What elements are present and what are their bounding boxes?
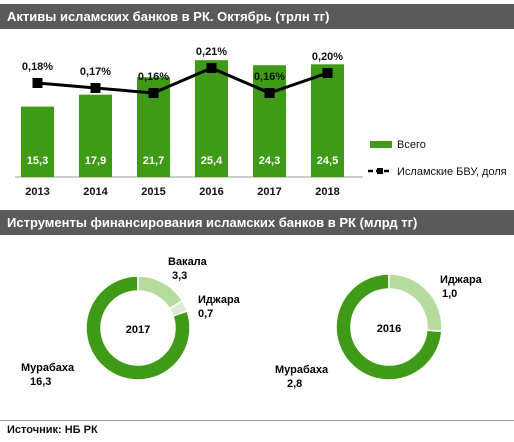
donut-2017-hole <box>102 292 174 364</box>
donut-2016-slice-2 <box>388 273 443 333</box>
share-marker-2014 <box>90 83 101 93</box>
x-tick-label-2014: 2014 <box>83 186 108 198</box>
bar-value-label-2016: 25,4 <box>201 155 223 167</box>
share-value-label-2018: 0,20% <box>312 51 343 63</box>
bar-2018 <box>311 64 344 177</box>
bar-value-label-2015: 21,7 <box>143 155 164 167</box>
x-tick-label-2015: 2015 <box>141 186 165 198</box>
x-tick-label-2016: 2016 <box>199 186 223 198</box>
share-marker-2018 <box>322 68 333 78</box>
bar-2017 <box>253 65 286 177</box>
donut-2017-label-ijara: Иджара <box>198 294 241 306</box>
donut-2017-value-ijara: 0,7 <box>198 308 213 320</box>
share-value-label-2013: 0,18% <box>22 61 53 73</box>
legend-marker-share <box>377 168 383 174</box>
x-tick-label-2018: 2018 <box>315 186 339 198</box>
donut-2016-value-murabaha: 2,8 <box>287 378 302 390</box>
chart1-title: Активы исламских банков в РК. Октябрь (т… <box>0 4 514 29</box>
legend-swatch-bars <box>370 141 392 148</box>
bar-2014 <box>79 94 112 177</box>
bar-value-label-2013: 15,3 <box>27 155 48 167</box>
footer-divider <box>0 420 514 421</box>
legend-label-share: Исламские БВУ, доля <box>397 166 507 178</box>
share-line <box>37 66 328 95</box>
share-value-label-2015: 0,16% <box>138 71 169 83</box>
donut-2016-label-murabaha: Мурабаха <box>275 364 329 376</box>
share-value-label-2017: 0,16% <box>254 71 285 83</box>
donut-2017-value-vakala: 3,3 <box>172 270 187 282</box>
share-value-label-2016: 0,21% <box>196 46 227 58</box>
bar-value-label-2014: 17,9 <box>85 155 106 167</box>
source-note: Источник: НБ РК <box>7 424 98 436</box>
bar-value-label-2018: 24,5 <box>317 155 338 167</box>
share-marker-2017 <box>264 88 275 98</box>
donut-2016-center-label: 2016 <box>377 323 401 335</box>
donut-2017-slice-1 <box>85 275 191 381</box>
share-marker-2013 <box>32 78 43 88</box>
donut-2017-slice-3 <box>168 299 189 317</box>
x-tick-label-2017: 2017 <box>257 186 281 198</box>
x-tick-label-2013: 2013 <box>25 186 49 198</box>
share-marker-2015 <box>148 88 159 98</box>
donut-2017-value-murabaha: 16,3 <box>30 376 51 388</box>
bar-value-label-2017: 24,3 <box>259 155 280 167</box>
donut-2016-slice-1 <box>335 273 443 381</box>
donut-2017-center-label: 2017 <box>126 324 150 336</box>
bar-2016 <box>195 60 228 177</box>
share-marker-2016 <box>206 63 217 73</box>
chart2-title: Иструменты финансирования исламских банк… <box>0 210 514 235</box>
donut-2017-label-murabaha: Мурабаха <box>21 362 75 374</box>
legend-label-bars: Всего <box>397 139 426 151</box>
share-value-label-2014: 0,17% <box>80 66 111 78</box>
donut-2016-hole <box>352 290 426 364</box>
donut-2016-label-ijara: Иджара <box>440 274 483 286</box>
donut-2016-value-ijara: 1,0 <box>442 288 457 300</box>
donut-2017-label-vakala: Вакала <box>168 256 208 268</box>
bar-2013 <box>21 106 54 177</box>
